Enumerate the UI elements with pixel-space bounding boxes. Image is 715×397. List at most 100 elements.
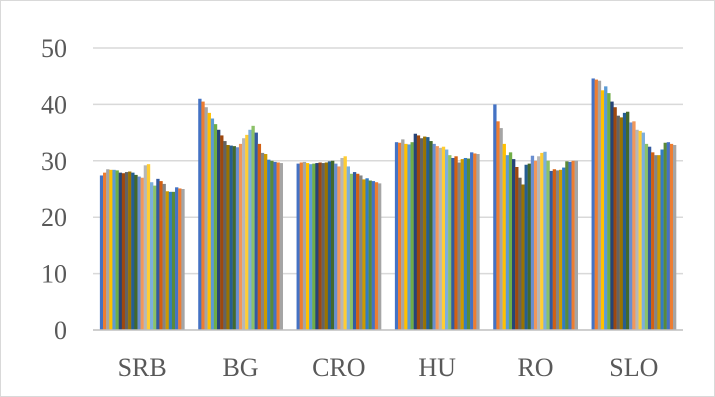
bar-cro-26 — [374, 182, 379, 330]
bar-hu-25 — [470, 152, 474, 330]
bar-slo-27 — [672, 145, 677, 330]
y-tick-label: 0 — [54, 316, 67, 345]
bar-slo-14 — [632, 121, 636, 330]
bar-bg-14 — [238, 143, 243, 330]
bar-hu-4 — [404, 143, 408, 330]
bar-srb-27 — [181, 189, 185, 330]
bar-srb-25 — [175, 187, 179, 330]
bar-ro-22 — [558, 169, 563, 330]
bar-cro-7 — [315, 163, 319, 330]
bar-bg-20 — [257, 143, 262, 330]
bar-slo-20 — [651, 152, 655, 330]
labels: 0 10 20 30 40 50 SRB BG CRO HU RO SLO — [41, 34, 658, 382]
bar-hu-27 — [476, 154, 480, 330]
bar-srb-22 — [165, 191, 169, 330]
bar-slo-7 — [610, 101, 614, 330]
bar-hu-8 — [416, 135, 421, 330]
bar-ro-20 — [552, 169, 557, 330]
bar-bg-11 — [229, 145, 233, 330]
bar-ro-12 — [527, 163, 531, 330]
bar-bg-12 — [232, 146, 236, 330]
bar-cro-27 — [377, 183, 382, 330]
bar-hu-17 — [445, 149, 449, 330]
bar-hu-23 — [463, 157, 468, 330]
bar-bg-23 — [267, 159, 271, 330]
bar-hu-9 — [419, 138, 424, 330]
bar-ro-27 — [574, 160, 578, 330]
bar-slo-3 — [597, 80, 602, 331]
bar-srb-15 — [143, 165, 148, 330]
bar-slo-2 — [594, 79, 599, 330]
bar-ro-17 — [543, 151, 547, 330]
bar-cro-25 — [371, 181, 376, 330]
bar-ro-26 — [571, 160, 575, 330]
bar-hu-2 — [398, 142, 402, 330]
bar-ro-1 — [493, 104, 497, 331]
bar-cro-5 — [309, 164, 313, 330]
bar-slo-8 — [613, 107, 617, 330]
bar-srb-4 — [109, 169, 113, 330]
x-tick-label-srb: SRB — [118, 353, 167, 382]
bar-srb-6 — [115, 170, 119, 330]
bar-slo-15 — [635, 129, 639, 330]
bar-hu-14 — [435, 146, 439, 330]
bar-slo-25 — [666, 142, 671, 330]
bar-slo-12 — [626, 111, 630, 330]
bar-cro-19 — [352, 172, 357, 330]
bar-cro-4 — [305, 163, 310, 330]
bar-cro-6 — [312, 163, 316, 330]
bar-srb-14 — [140, 177, 144, 330]
bar-hu-26 — [473, 153, 477, 330]
bar-bg-6 — [213, 124, 218, 330]
x-tick-label-bg: BG — [222, 353, 258, 382]
bar-srb-13 — [137, 176, 141, 330]
y-tick-label: 20 — [41, 203, 67, 232]
bar-cro-10 — [324, 162, 329, 330]
bar-cro-8 — [318, 162, 322, 330]
bar-bg-19 — [254, 132, 258, 330]
x-tick-label-cro: CRO — [312, 353, 365, 382]
bar-srb-10 — [128, 171, 132, 330]
bar-hu-16 — [441, 146, 446, 330]
bar-srb-12 — [134, 174, 138, 330]
bar-slo-18 — [644, 143, 649, 330]
bar-slo-23 — [660, 149, 664, 330]
bar-srb-7 — [118, 172, 123, 330]
bar-bg-16 — [245, 134, 249, 330]
bar-cro-12 — [331, 160, 335, 330]
bar-cro-2 — [299, 162, 304, 330]
bar-ro-10 — [521, 184, 525, 330]
bar-srb-5 — [112, 169, 116, 330]
bar-ro-3 — [499, 128, 503, 330]
bar-slo-16 — [638, 130, 642, 330]
bar-hu-11 — [426, 137, 430, 330]
bar-slo-11 — [622, 112, 627, 330]
bar-ro-21 — [555, 170, 560, 330]
bar-ro-19 — [549, 170, 553, 330]
bar-slo-21 — [654, 155, 658, 330]
y-tick-label: 30 — [41, 147, 67, 176]
bar-srb-18 — [153, 185, 157, 330]
bar-srb-17 — [150, 182, 154, 330]
bar-hu-7 — [413, 133, 418, 330]
bar-srb-21 — [162, 183, 166, 330]
bar-srb-24 — [171, 191, 176, 330]
bar-hu-12 — [429, 141, 433, 330]
bar-cro-22 — [362, 179, 366, 330]
bar-slo-6 — [607, 93, 611, 331]
bar-hu-21 — [457, 162, 461, 330]
bar-ro-25 — [568, 161, 572, 330]
bar-hu-20 — [454, 156, 458, 330]
bar-ro-13 — [530, 155, 535, 330]
bar-ro-9 — [518, 177, 522, 330]
bar-slo-19 — [647, 146, 652, 330]
bar-ro-4 — [502, 143, 506, 330]
bar-hu-1 — [394, 142, 399, 330]
bar-ro-15 — [537, 156, 541, 330]
bar-cro-18 — [349, 173, 354, 330]
gridlines — [93, 47, 683, 275]
x-tick-label-slo: SLO — [609, 353, 658, 382]
y-tick-label: 50 — [41, 34, 67, 63]
